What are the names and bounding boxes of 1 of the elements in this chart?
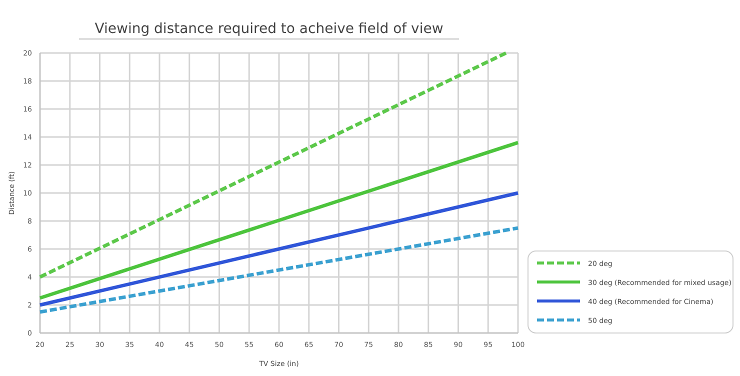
chart-title: Viewing distance required to acheive field of view	[94, 21, 444, 37]
